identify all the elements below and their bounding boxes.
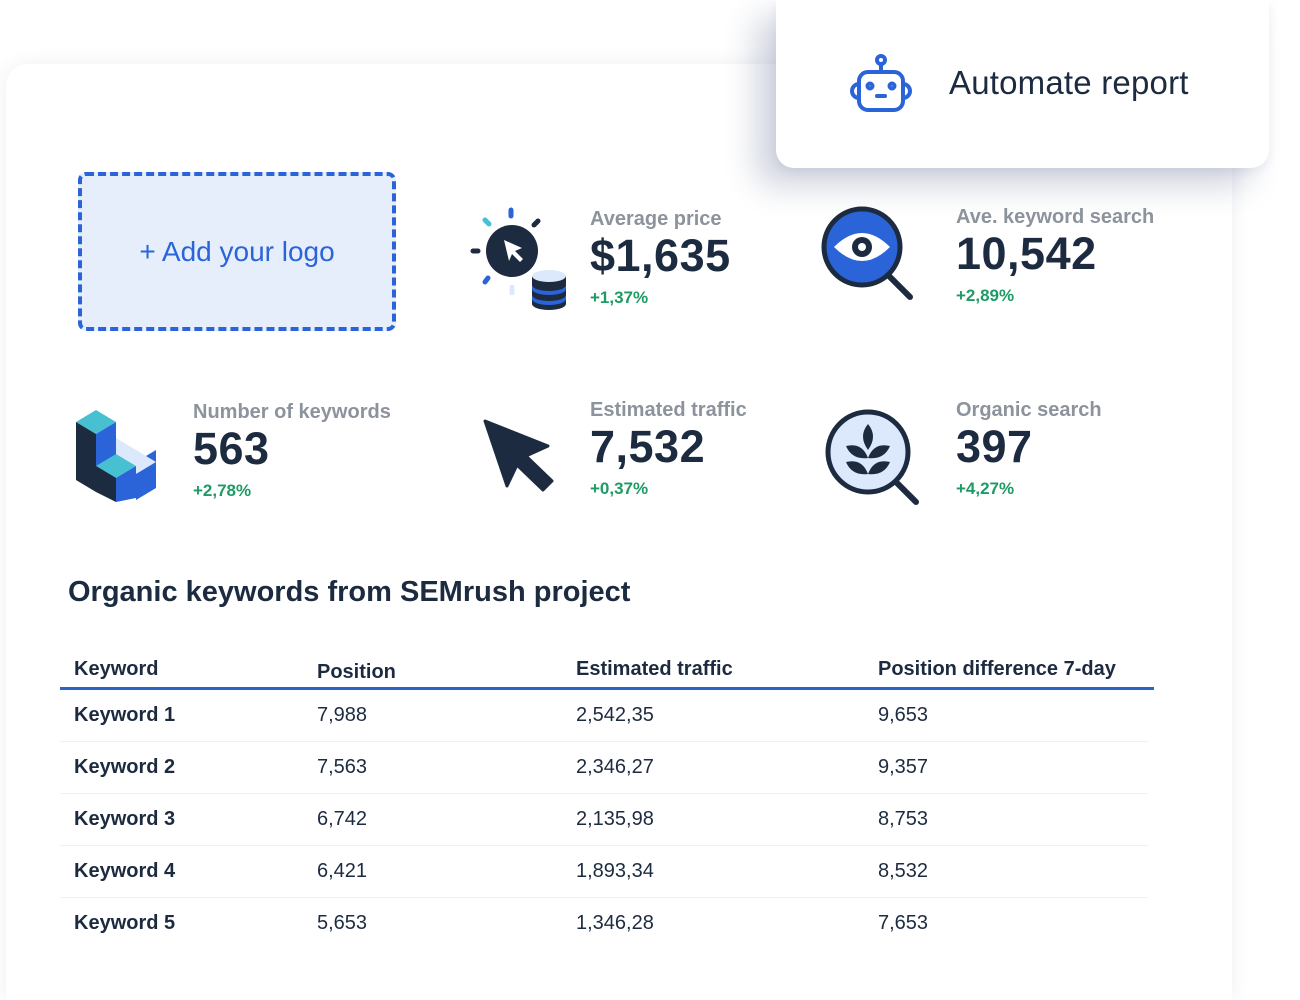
metric-number-of-keywords: Number of keywords 563 +2,78% bbox=[193, 401, 423, 511]
metric-organic-search: Organic search 397 +4,27% bbox=[956, 399, 1156, 509]
metric-value: 397 bbox=[956, 421, 1033, 472]
cell-position: 6,742 bbox=[317, 808, 368, 830]
metric-estimated-traffic: Estimated traffic 7,532 +0,37% bbox=[590, 399, 810, 509]
metric-label: Number of keywords bbox=[193, 401, 391, 423]
cell-estimated-traffic: 2,346,27 bbox=[576, 756, 654, 778]
table-title: Organic keywords from SEMrush project bbox=[68, 576, 631, 608]
cell-position-difference: 8,753 bbox=[878, 808, 929, 830]
metric-value: $1,635 bbox=[590, 230, 731, 281]
column-header-position-difference[interactable]: Position difference 7-day bbox=[878, 658, 1116, 680]
metric-value: 10,542 bbox=[956, 228, 1097, 279]
table-row: Keyword 2 7,563 2,346,27 9,357 bbox=[60, 742, 1148, 794]
cell-keyword: Keyword 1 bbox=[74, 704, 176, 726]
cursor-click-coins-icon bbox=[470, 207, 566, 310]
cell-estimated-traffic: 2,542,35 bbox=[576, 704, 654, 726]
cursor-arrow-icon bbox=[483, 419, 554, 492]
column-header-estimated-traffic[interactable]: Estimated traffic bbox=[576, 658, 733, 680]
metric-value: 7,532 bbox=[590, 421, 706, 472]
table-row: Keyword 1 7,988 2,542,35 9,653 bbox=[60, 690, 1148, 742]
metric-average-price: Average price $1,635 +1,37% bbox=[590, 208, 790, 318]
metric-label: Organic search bbox=[956, 399, 1102, 421]
leaf-magnifier-icon bbox=[825, 409, 919, 505]
metric-delta: +2,78% bbox=[193, 481, 252, 500]
metric-delta: +0,37% bbox=[590, 479, 649, 498]
table-header: Keyword Position Estimated traffic Posit… bbox=[60, 650, 1154, 690]
cell-position-difference: 9,357 bbox=[878, 756, 929, 778]
cell-keyword: Keyword 4 bbox=[74, 860, 176, 882]
cell-position: 7,988 bbox=[317, 704, 368, 726]
metric-label: Ave. keyword search bbox=[956, 206, 1155, 228]
keywords-table: Keyword Position Estimated traffic Posit… bbox=[60, 650, 1154, 950]
metric-value: 563 bbox=[193, 423, 270, 474]
cell-position-difference: 8,532 bbox=[878, 860, 929, 882]
cell-position: 7,563 bbox=[317, 756, 368, 778]
cell-position: 5,653 bbox=[317, 912, 368, 934]
cell-estimated-traffic: 2,135,98 bbox=[576, 808, 654, 830]
stacked-cubes-icon bbox=[76, 410, 156, 502]
cell-keyword: Keyword 2 bbox=[74, 756, 176, 778]
cell-position-difference: 9,653 bbox=[878, 704, 929, 726]
cell-position-difference: 7,653 bbox=[878, 912, 929, 934]
cell-position: 6,421 bbox=[317, 860, 368, 882]
cell-estimated-traffic: 1,893,34 bbox=[576, 860, 654, 882]
table-row: Keyword 4 6,421 1,893,34 8,532 bbox=[60, 846, 1148, 898]
cell-keyword: Keyword 3 bbox=[74, 808, 176, 830]
eye-magnifier-icon bbox=[821, 206, 913, 300]
cell-keyword: Keyword 5 bbox=[74, 912, 176, 934]
metric-ave-keyword-search: Ave. keyword search 10,542 +2,89% bbox=[956, 206, 1196, 316]
automate-report-label: Automate report bbox=[949, 64, 1189, 101]
metric-delta: +1,37% bbox=[590, 288, 649, 307]
cell-estimated-traffic: 1,346,28 bbox=[576, 912, 654, 934]
table-row: Keyword 5 5,653 1,346,28 7,653 bbox=[60, 898, 1148, 950]
table-row: Keyword 3 6,742 2,135,98 8,753 bbox=[60, 794, 1148, 846]
metric-delta: +2,89% bbox=[956, 286, 1015, 305]
column-header-position[interactable]: Position bbox=[317, 661, 396, 683]
robot-icon bbox=[850, 54, 912, 112]
metric-delta: +4,27% bbox=[956, 479, 1015, 498]
add-logo-label: + Add your logo bbox=[139, 235, 335, 267]
column-header-keyword[interactable]: Keyword bbox=[74, 658, 159, 680]
metric-label: Average price bbox=[590, 208, 722, 230]
metric-label: Estimated traffic bbox=[590, 399, 747, 421]
add-logo-dropzone[interactable]: + Add your logo bbox=[78, 172, 396, 331]
automate-report-button[interactable]: Automate report bbox=[776, 0, 1269, 168]
